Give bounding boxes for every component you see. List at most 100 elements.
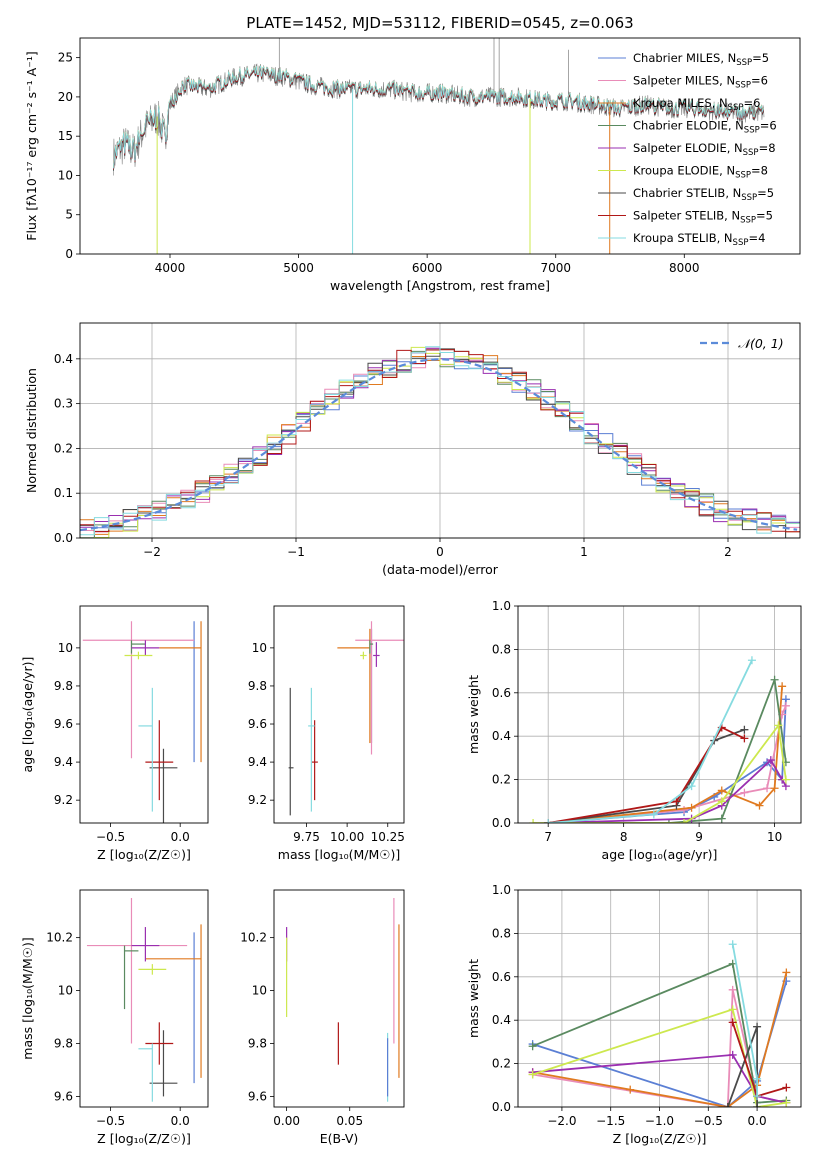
x-axis-label: Z [log₁₀(Z/Z☉)] — [613, 1131, 707, 1146]
x-tick-label: 0 — [436, 545, 444, 559]
axes-frame — [273, 605, 405, 824]
y-tick-label: 9.2 — [54, 793, 73, 807]
x-tick-label: 7000 — [540, 261, 571, 275]
x-tick-label: 10.25 — [371, 830, 405, 844]
weight-line — [532, 962, 787, 1104]
y-tick-label: 9.6 — [54, 717, 73, 731]
weight-marker — [649, 810, 658, 819]
weight-marker — [781, 701, 790, 710]
y-tick-label: 10.2 — [46, 931, 73, 945]
weight-marker — [672, 797, 681, 806]
x-axis-label: E(B-V) — [320, 1131, 359, 1146]
y-tick-label: 0.1 — [54, 486, 73, 500]
x-tick-label: 0.0 — [171, 1114, 190, 1128]
y-tick-label: 9.6 — [54, 1089, 73, 1103]
weight-marker — [664, 819, 673, 823]
weight-marker — [740, 725, 749, 734]
y-tick-label: 9.6 — [248, 717, 267, 731]
weight-marker — [528, 1070, 537, 1079]
y-tick-label: 5 — [65, 208, 73, 222]
axes-frame — [517, 889, 802, 1108]
y-tick-label: 20 — [58, 90, 73, 104]
x-tick-label: −1.0 — [645, 1114, 674, 1128]
x-tick-label: 0.0 — [171, 830, 190, 844]
y-tick-label: 0.8 — [492, 642, 511, 656]
axes-frame — [79, 889, 209, 1108]
figure-title: PLATE=1452, MJD=53112, FIBERID=0545, z=0… — [246, 14, 633, 32]
x-tick-label: 6000 — [412, 261, 443, 275]
y-tick-label: 9.8 — [54, 1036, 73, 1050]
weight-marker — [687, 782, 696, 791]
legend-label: Chabrier ELODIE, NSSP=6 — [633, 119, 777, 136]
y-tick-label: 10 — [252, 641, 267, 655]
legend-label: Kroupa ELODIE, NSSP=8 — [633, 164, 768, 181]
weight-marker — [687, 803, 696, 812]
weight-marker — [782, 1098, 791, 1107]
weight-marker — [766, 756, 775, 765]
weight-marker — [770, 784, 779, 793]
x-axis-label: (data-model)/error — [382, 562, 499, 577]
y-tick-label: 0.4 — [492, 729, 511, 743]
y-axis-label: Normed distribution — [24, 368, 39, 493]
weight-marker — [680, 805, 689, 814]
age-vs-mass-panel: 9.75 10.00 10.25 9.2 9.4 9.6 9.8 10 mass [log₁₀(… — [248, 605, 405, 862]
spectrum-lines — [113, 38, 765, 254]
weight-line — [548, 726, 745, 823]
x-axis-label: Z [log₁₀(Z/Z☉)] — [97, 1131, 191, 1146]
y-axis-label: age [log₁₀(age/yr)] — [20, 657, 35, 773]
weight-marker — [680, 819, 689, 823]
x-tick-label: −0.5 — [96, 830, 125, 844]
y-tick-label: 1.0 — [492, 599, 511, 613]
weight-line — [548, 699, 787, 823]
errorbars — [82, 621, 202, 823]
y-tick-label: 0.8 — [492, 926, 511, 940]
weight-marker — [755, 801, 764, 810]
weight-marker — [747, 656, 756, 665]
y-tick-label: 9.8 — [54, 679, 73, 693]
y-tick-label: 0.6 — [492, 970, 511, 984]
weight-marker — [778, 682, 787, 691]
y-tick-label: 9.8 — [248, 1036, 267, 1050]
weight-marker — [528, 1042, 537, 1051]
weight-marker — [728, 1005, 737, 1014]
legend-label: Kroupa STELIB, NSSP=4 — [633, 231, 765, 248]
spectrum-panel: 4000 5000 6000 7000 8000 0 5 10 15 20 25 wavelength… — [24, 37, 801, 293]
x-tick-label: 10.00 — [330, 830, 364, 844]
weight-line — [548, 659, 753, 823]
errorbars — [288, 621, 404, 816]
weight-lines — [529, 656, 790, 823]
y-tick-label: 25 — [58, 51, 73, 65]
normal-reference-curve — [80, 358, 798, 532]
weight-marker — [728, 940, 737, 949]
y-tick-label: 10 — [252, 984, 267, 998]
legend: Chabrier MILES, NSSP=5 Salpeter MILES, NS… — [598, 51, 777, 248]
legend-label: Salpeter STELIB, NSSP=5 — [633, 209, 773, 226]
legend-label: Kroupa MILES, NSSP=6 — [633, 96, 760, 113]
weight-marker — [781, 775, 790, 784]
axes-frame — [79, 605, 209, 824]
residuals-panel: −2 −1 0 1 2 0.0 0.1 0.2 0.3 0.4 (data-model)/error… — [24, 322, 801, 577]
weight-marker — [740, 734, 749, 743]
axes-frame — [79, 37, 801, 255]
mass-vs-Z-panel: −0.5 0.0 9.6 9.8 10 10.2 Z [log₁₀(Z/Z☉)] mass [… — [20, 889, 209, 1146]
y-tick-label: 0.0 — [492, 816, 511, 830]
spectrum-model-line — [113, 67, 764, 171]
x-tick-label: 10 — [767, 830, 782, 844]
errorbars — [86, 897, 202, 1102]
weight-marker — [717, 814, 726, 823]
legend-label: 𝒩(0, 1) — [738, 336, 784, 351]
y-tick-label: 9.8 — [248, 679, 267, 693]
weight-marker — [753, 1022, 762, 1031]
x-tick-label: 1 — [580, 545, 588, 559]
x-tick-label: 8000 — [669, 261, 700, 275]
legend-label: Chabrier STELIB, NSSP=5 — [633, 186, 774, 203]
y-axis-label: mass [log₁₀(M/M☉)] — [20, 937, 35, 1059]
weight-line — [532, 972, 788, 1107]
weight-marker — [717, 786, 726, 795]
x-tick-label: 0.00 — [273, 1114, 300, 1128]
x-tick-label: 5000 — [283, 261, 314, 275]
weight-vs-age-panel: 7 8 9 10 0.0 0.2 0.4 0.6 0.8 1.0 age [log₁₀(age/yr… — [466, 599, 802, 862]
x-tick-label: −2.0 — [547, 1114, 576, 1128]
y-tick-label: 0.4 — [54, 352, 73, 366]
